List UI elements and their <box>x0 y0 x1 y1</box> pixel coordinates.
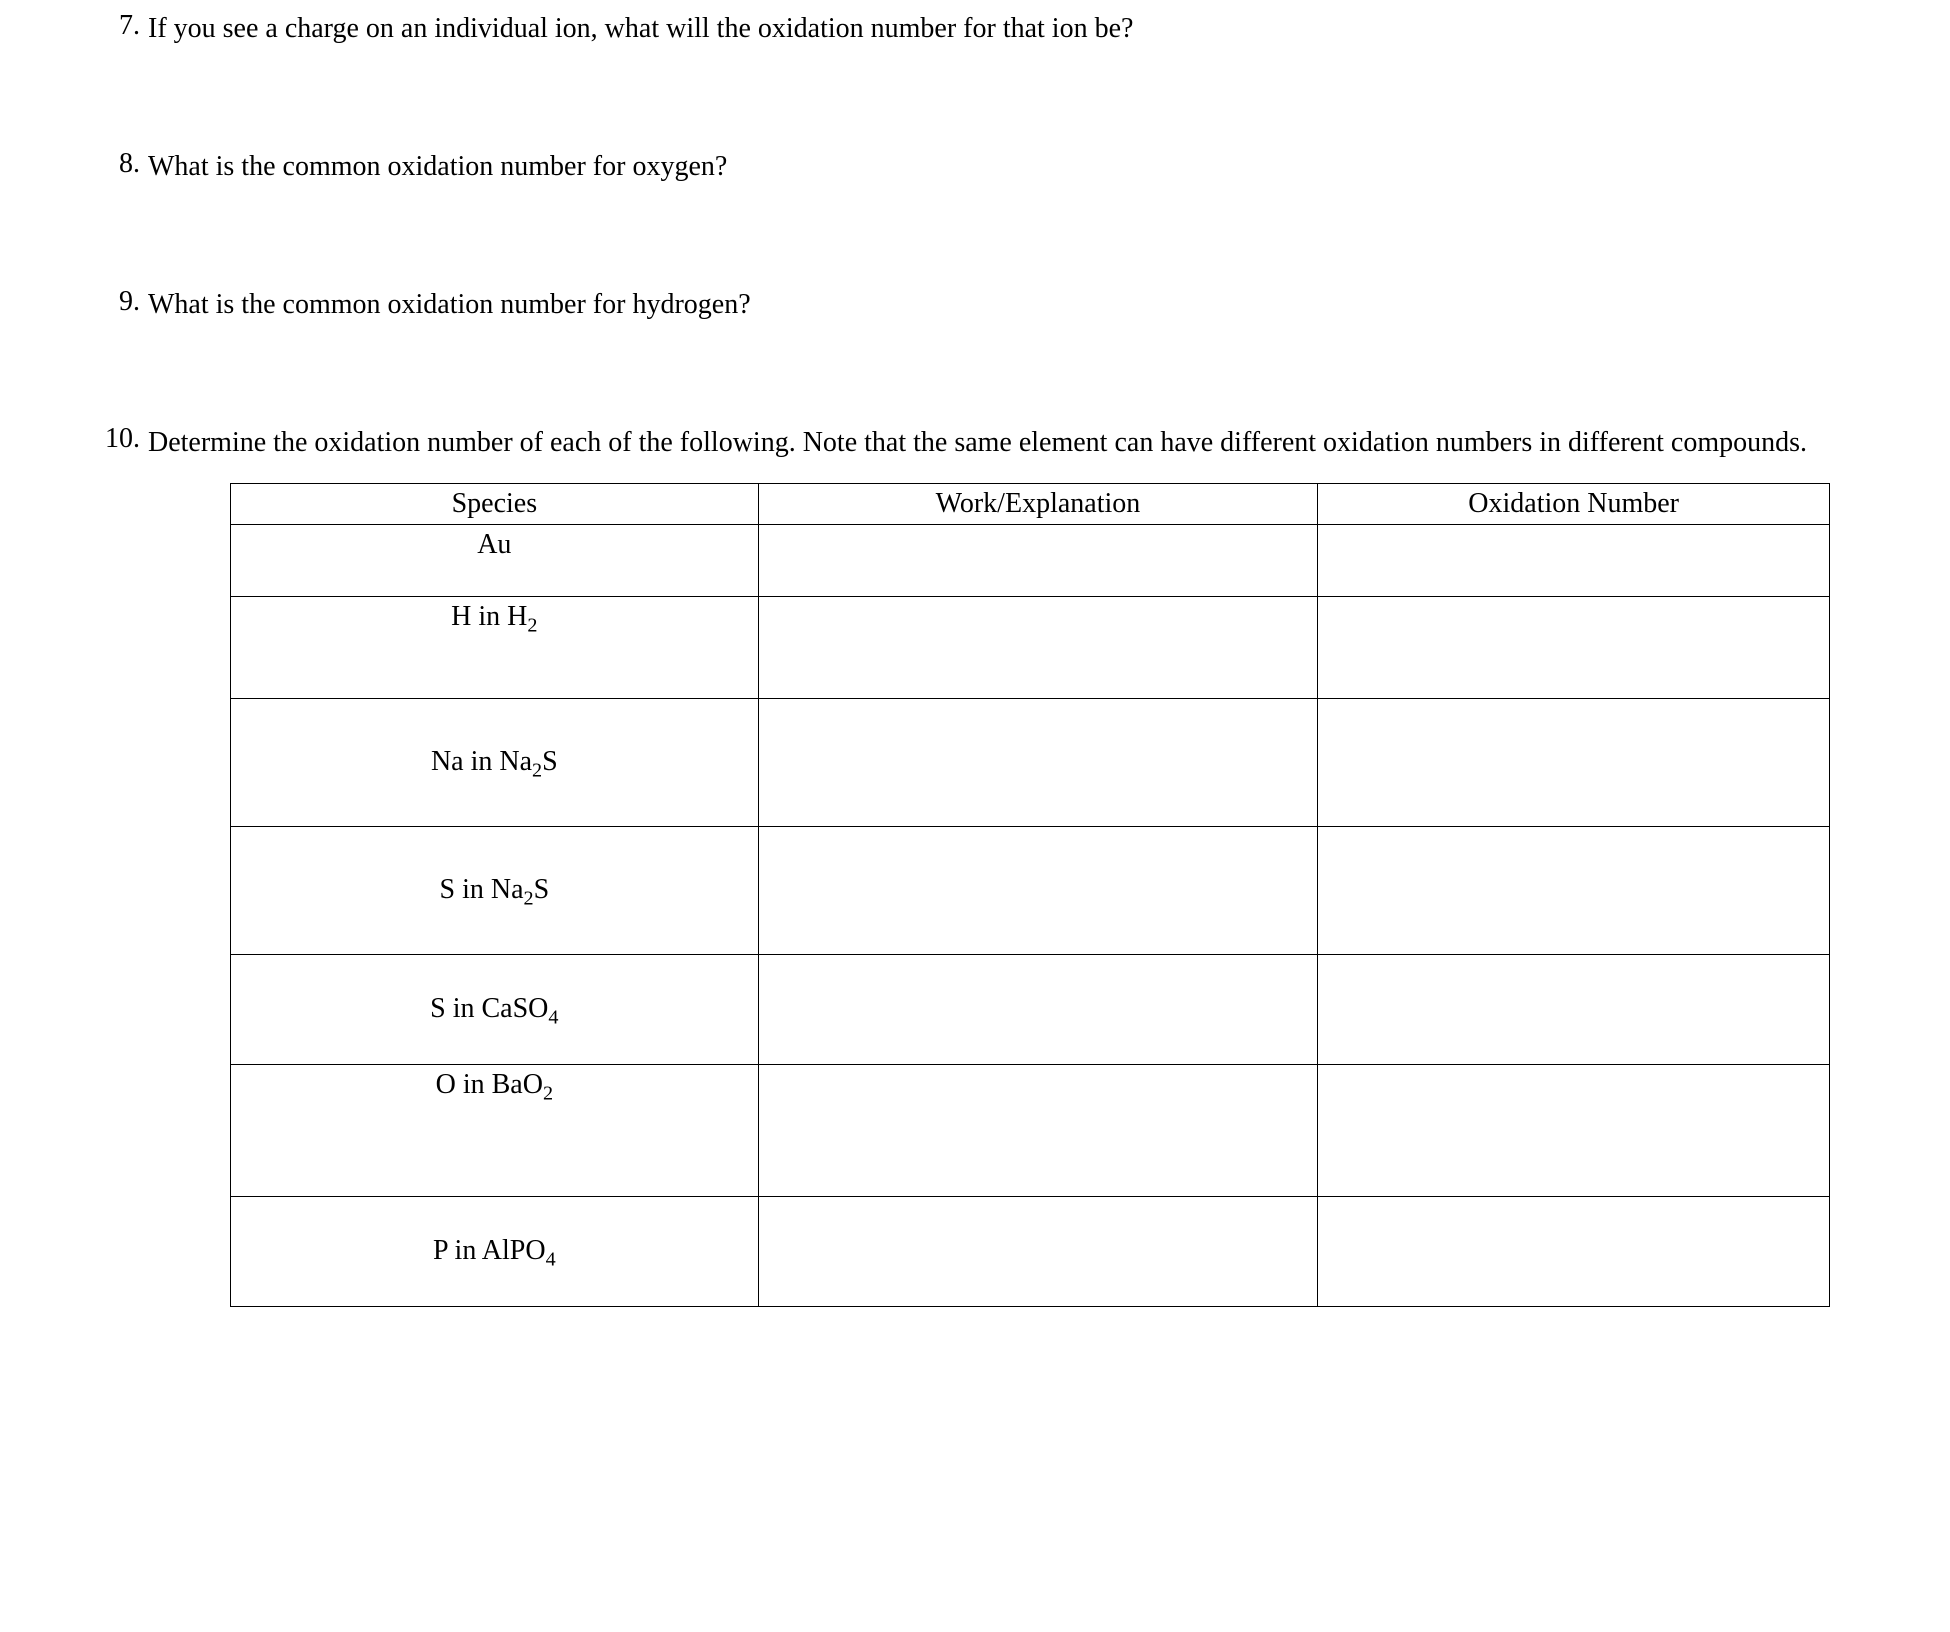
oxidation-cell <box>1318 826 1830 954</box>
oxidation-cell <box>1318 954 1830 1064</box>
oxidation-cell <box>1318 1064 1830 1196</box>
species-text: P in AlPO <box>433 1235 546 1266</box>
header-species: Species <box>231 483 759 524</box>
header-oxidation: Oxidation Number <box>1318 483 1830 524</box>
work-cell <box>758 1064 1318 1196</box>
species-text: Au <box>477 529 511 560</box>
species-subscript: 4 <box>548 1007 558 1029</box>
work-cell <box>758 826 1318 954</box>
question-7-number: 7. <box>100 10 148 42</box>
oxidation-cell <box>1318 524 1830 596</box>
species-cell: S in CaSO4 <box>231 954 759 1064</box>
species-cell: P in AlPO4 <box>231 1196 759 1306</box>
species-text: O in BaO <box>436 1069 543 1100</box>
species-subscript: 2 <box>527 614 537 636</box>
species-text: S in CaSO <box>430 993 548 1024</box>
species-subscript: 2 <box>543 1082 553 1104</box>
question-8-number: 8. <box>100 148 148 180</box>
question-10-number: 10. <box>100 423 148 455</box>
question-10-text: Determine the oxidation number of each o… <box>148 423 1850 462</box>
question-7: 7. If you see a charge on an individual … <box>100 10 1850 48</box>
oxidation-cell <box>1318 596 1830 698</box>
species-text: H in H <box>451 601 527 632</box>
oxidation-cell <box>1318 1196 1830 1306</box>
species-text: S in Na <box>440 874 524 905</box>
question-8: 8. What is the common oxidation number f… <box>100 148 1850 186</box>
table-row: O in BaO2 <box>231 1064 1830 1196</box>
table-row: S in CaSO4 <box>231 954 1830 1064</box>
question-9-text: What is the common oxidation number for … <box>148 286 1850 324</box>
species-cell: Au <box>231 524 759 596</box>
species-cell: Na in Na2S <box>231 698 759 826</box>
species-text: Na in Na <box>431 746 532 777</box>
species-subscript: 4 <box>546 1249 556 1271</box>
species-cell: H in H2 <box>231 596 759 698</box>
species-suffix: S <box>542 746 558 777</box>
table-row: H in H2 <box>231 596 1830 698</box>
species-cell: S in Na2S <box>231 826 759 954</box>
work-cell <box>758 1196 1318 1306</box>
species-subscript: 2 <box>532 760 542 782</box>
species-subscript: 2 <box>524 888 534 910</box>
species-suffix: S <box>534 874 550 905</box>
work-cell <box>758 954 1318 1064</box>
question-9: 9. What is the common oxidation number f… <box>100 286 1850 324</box>
table-row: P in AlPO4 <box>231 1196 1830 1306</box>
oxidation-cell <box>1318 698 1830 826</box>
table-wrapper: Species Work/Explanation Oxidation Numbe… <box>100 483 1850 1307</box>
work-cell <box>758 698 1318 826</box>
question-9-number: 9. <box>100 286 148 318</box>
species-cell: O in BaO2 <box>231 1064 759 1196</box>
question-10: 10. Determine the oxidation number of ea… <box>100 423 1850 462</box>
table-row: Na in Na2S <box>231 698 1830 826</box>
oxidation-table: Species Work/Explanation Oxidation Numbe… <box>230 483 1830 1307</box>
table-row: S in Na2S <box>231 826 1830 954</box>
question-8-text: What is the common oxidation number for … <box>148 148 1850 186</box>
work-cell <box>758 524 1318 596</box>
table-header-row: Species Work/Explanation Oxidation Numbe… <box>231 483 1830 524</box>
question-7-text: If you see a charge on an individual ion… <box>148 10 1850 48</box>
header-work: Work/Explanation <box>758 483 1318 524</box>
work-cell <box>758 596 1318 698</box>
table-row: Au <box>231 524 1830 596</box>
